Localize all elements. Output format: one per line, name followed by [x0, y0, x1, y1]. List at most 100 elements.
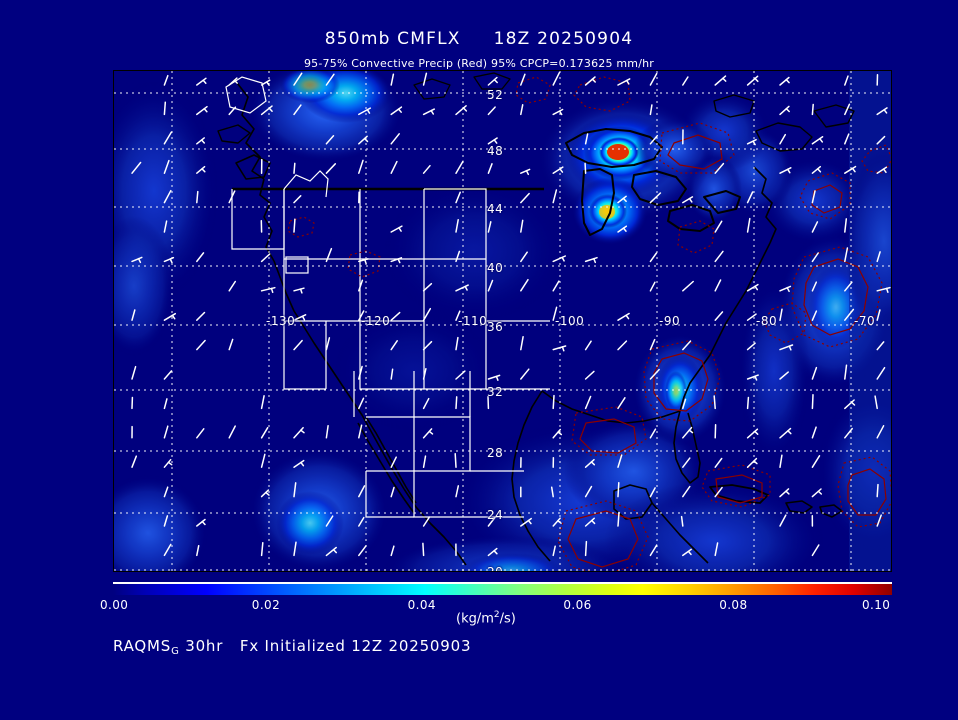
wind-barb-flag	[688, 429, 694, 434]
wind-vector	[325, 424, 329, 439]
unit-pre: (kg/m	[456, 611, 494, 627]
wind-vector	[552, 394, 555, 410]
wind-vector	[487, 279, 494, 292]
colorbar-unit-label: (kg/m2/s)	[456, 610, 516, 626]
wind-vector	[779, 76, 790, 86]
wind-barb-flag	[265, 491, 270, 496]
wind-vector	[358, 424, 363, 439]
wind-vector	[682, 548, 692, 557]
wind-vector	[714, 311, 724, 321]
wind-barb-flag	[270, 287, 274, 294]
wind-vector	[260, 79, 271, 86]
wind-vector	[584, 133, 589, 145]
wind-barb-flag	[882, 168, 887, 174]
wind-vector	[293, 218, 296, 233]
wind-vector	[617, 340, 628, 351]
wind-barb-flag	[525, 169, 530, 176]
wind-barb-flag	[300, 461, 305, 467]
wind-vector	[779, 285, 792, 292]
longitude-tick-label: -70	[854, 314, 876, 328]
wind-vector	[649, 281, 656, 292]
latitude-tick-label: 24	[487, 508, 504, 522]
wind-vector	[196, 311, 206, 321]
wind-vector	[617, 397, 626, 410]
wind-barb-flag	[816, 168, 822, 173]
wind-vector	[714, 486, 723, 498]
wind-vector	[228, 338, 234, 351]
wind-vector	[325, 515, 334, 527]
wind-vector	[584, 256, 598, 263]
wind-vector	[714, 279, 722, 292]
unit-superscript: 2	[493, 610, 500, 620]
wind-vector	[358, 135, 368, 145]
wind-vector	[552, 255, 567, 263]
wind-vector	[779, 514, 787, 527]
wind-vector	[325, 337, 331, 351]
wind-vector	[358, 258, 369, 263]
wind-vector	[390, 257, 403, 263]
wind-vector	[779, 454, 783, 468]
wind-vector	[163, 543, 172, 557]
wind-barb-flag	[200, 139, 206, 144]
wind-vector	[746, 191, 754, 204]
colorbar-tick-label: 0.08	[719, 598, 748, 612]
wind-vector	[649, 368, 660, 380]
wind-vector	[390, 486, 395, 498]
wind-barb-flag	[137, 257, 142, 264]
wind-barb-flag	[785, 107, 790, 113]
wind-barb-flag	[754, 285, 759, 291]
wind-vector	[358, 545, 367, 557]
wind-vector	[584, 458, 595, 468]
figure-subtitle: 95-75% Convective Precip (Red) 95% CPCP=…	[303, 57, 655, 70]
wind-vector	[358, 107, 372, 116]
wind-vector	[649, 338, 656, 351]
wind-vector	[779, 133, 787, 145]
wind-vector	[844, 308, 855, 321]
wind-barb-flag	[495, 375, 499, 381]
wind-vector	[260, 542, 264, 557]
colorbar[interactable]	[113, 582, 892, 595]
wind-vector	[163, 486, 169, 498]
wind-vector	[325, 73, 335, 86]
wind-barb-flag	[493, 139, 498, 144]
wind-vector	[163, 74, 169, 86]
longitude-tick-label: -100	[555, 314, 585, 328]
latitude-tick-label: 32	[487, 385, 504, 399]
wind-vector	[487, 76, 498, 86]
wind-vector	[682, 398, 687, 410]
wind-vector	[876, 286, 891, 292]
wind-barb-flag	[364, 259, 367, 265]
wind-vector	[746, 457, 758, 468]
wind-barb-flag	[625, 79, 630, 85]
wind-vector	[293, 104, 302, 116]
wind-vector	[811, 190, 816, 204]
wind-barb-flag	[202, 79, 207, 85]
wind-vector	[811, 165, 822, 174]
wind-vector	[163, 398, 168, 410]
wind-vector	[811, 252, 819, 263]
wind-vector	[487, 221, 492, 233]
wind-vector	[358, 516, 365, 527]
wind-vector	[876, 135, 886, 145]
wind-vector	[520, 251, 528, 263]
wind-vector	[131, 309, 136, 321]
wind-vector	[455, 336, 459, 351]
colorbar-tick-label: 0.02	[251, 598, 281, 612]
wind-vector	[163, 370, 173, 380]
wind-vector	[874, 395, 878, 410]
wind-vector	[746, 428, 759, 439]
wind-vector	[131, 455, 138, 468]
wind-barb-flag	[752, 140, 756, 146]
wind-vector	[131, 365, 137, 380]
wind-vector	[163, 425, 169, 439]
wind-barb-flag	[819, 137, 824, 143]
wind-vector	[682, 280, 694, 292]
wind-vector	[260, 453, 266, 468]
wind-vector	[876, 107, 888, 116]
wind-vector	[455, 310, 461, 321]
wind-vector	[811, 103, 814, 116]
map-panel[interactable]: -130-120-110-100-90-80-70-60524844403632…	[113, 70, 892, 572]
wind-vector	[163, 458, 172, 468]
wind-barb-flag	[493, 78, 498, 84]
